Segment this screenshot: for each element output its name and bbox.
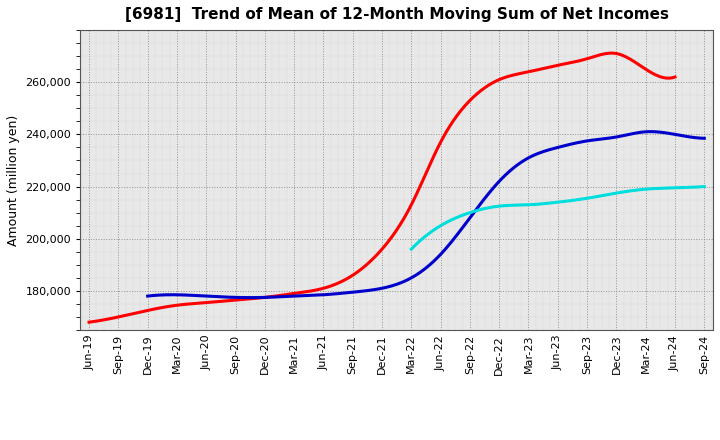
- Title: [6981]  Trend of Mean of 12-Month Moving Sum of Net Incomes: [6981] Trend of Mean of 12-Month Moving …: [125, 7, 669, 22]
- Y-axis label: Amount (million yen): Amount (million yen): [7, 114, 20, 246]
